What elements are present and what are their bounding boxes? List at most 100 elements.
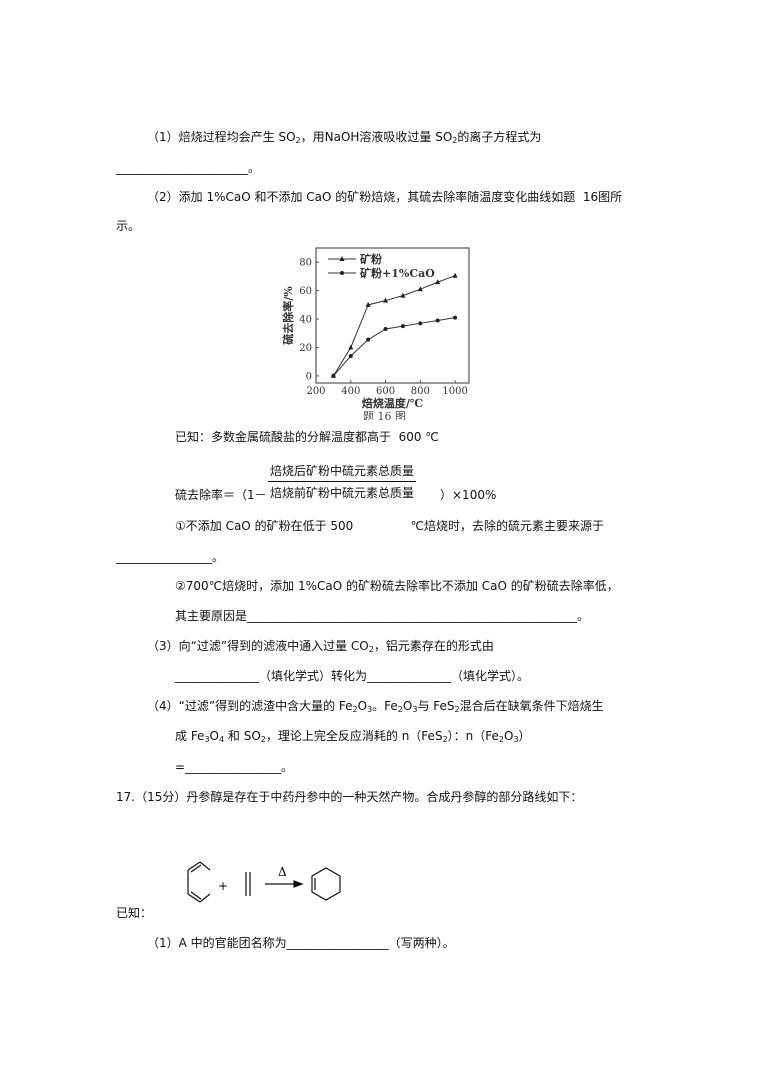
series-line-1: [333, 317, 456, 377]
series-line-0: [332, 275, 456, 377]
sub-question-1-blank[interactable]: ________________。: [116, 550, 224, 564]
subscript: 3: [513, 735, 519, 744]
y-tick-label: 80: [299, 258, 312, 269]
text-segment: （1）A 中的官能团名称为_________________（写两种）。: [147, 936, 455, 950]
text-segment: ②700℃焙烧时，添加 1%CaO 的矿粉硫去除率比不添加 CaO 的矿粉硫去除…: [175, 579, 619, 593]
formula-fraction: 焙烧后矿粉中硫元素总质量 焙烧前矿粉中硫元素总质量: [268, 462, 417, 501]
text-segment: ①不添加 CaO 的矿粉在低于 500 ℃焙烧时，去除的硫元素主要来源于: [175, 519, 604, 533]
y-tick-label: 20: [299, 343, 312, 354]
butadiene-structure: [187, 861, 211, 903]
text-segment: 与 FeS: [417, 699, 455, 713]
subscript: 3: [367, 705, 373, 714]
cyclohexene-structure: [311, 867, 341, 901]
text-segment: O: [504, 729, 514, 743]
text-segment: 已知：: [116, 906, 153, 920]
y-tick-label: 0: [306, 371, 312, 382]
question-4-blank[interactable]: =________________。: [175, 760, 293, 774]
text-segment: ，理论上完全反应消耗的 n（FeS: [265, 729, 443, 743]
text-segment: （4）“过滤”得到的滤渣中含大量的 Fe: [147, 699, 353, 713]
text-segment: 其主要原因是__________________________________…: [175, 609, 590, 623]
heat-symbol: Δ: [278, 865, 287, 879]
subscript: 3: [204, 735, 210, 744]
text-segment: 。Fe: [372, 699, 398, 713]
text-segment: 和 SO: [224, 729, 261, 743]
subscript: 2: [295, 136, 301, 145]
text-segment: ）: [518, 729, 531, 743]
text-segment: 的离子方程式为: [457, 130, 542, 144]
question-2: （2）添加 1%CaO 和不添加 CaO 的矿粉焙烧，其硫去除率随温度变化曲线如…: [147, 190, 622, 204]
subscript: 2: [454, 705, 460, 714]
sub-question-1: ①不添加 CaO 的矿粉在低于 500 ℃焙烧时，去除的硫元素主要来源于: [175, 519, 604, 533]
question-2-continued: 示。: [116, 219, 140, 233]
text-segment: （1）焙烧过程均会产生 SO: [147, 130, 296, 144]
text-segment: （2）添加 1%CaO 和不添加 CaO 的矿粉焙烧，其硫去除率随温度变化曲线如…: [147, 190, 623, 204]
y-axis-label: 硫去除率/%: [281, 286, 295, 345]
text-segment: 已知：多数金属硫酸盐的分解温度都高于 600 ℃: [175, 430, 439, 444]
question-17-known: 已知：: [116, 906, 152, 920]
text-segment: ______________（填化学式）转化为______________（填化…: [175, 669, 530, 683]
question-4: （4）“过滤”得到的滤渣中含大量的 Fe2O3。Fe2O3与 FeS2混合后在缺…: [147, 699, 604, 714]
question-3-blanks[interactable]: ______________（填化学式）转化为______________（填化…: [175, 669, 529, 683]
x-tick-label: 1000: [442, 386, 467, 397]
subscript: 2: [368, 645, 374, 654]
x-tick-label: 200: [306, 386, 325, 397]
text-segment: =________________。: [175, 760, 294, 774]
text-segment: 硫去除率＝（1－: [175, 488, 267, 502]
x-tick-label: 800: [411, 386, 430, 397]
data-point-circle: [348, 354, 353, 358]
text-segment: ，铝元素存在的形式由: [373, 639, 494, 653]
data-point-circle: [418, 321, 423, 326]
question-3: （3）向“过滤”得到的滤液中通入过量 CO2，铝元素存在的形式由: [147, 639, 494, 654]
text-segment: ______________________。: [116, 161, 261, 175]
subscript: 2: [442, 735, 448, 744]
figure-caption: 题 16 图: [363, 410, 406, 420]
sulfur-removal-chart: 200 400 600 800 1000 0 20 40 60 80 焙烧温度/℃ 硫去除率/% 题 1…: [281, 247, 470, 420]
formula-numerator: 焙烧后矿粉中硫元素总质量: [268, 462, 417, 482]
text-segment: O: [402, 699, 413, 713]
subscript: 2: [498, 735, 504, 744]
legend-marker: [339, 256, 345, 261]
data-point-circle: [453, 315, 458, 320]
text-segment: O: [357, 699, 368, 713]
ethylene-structure: [245, 872, 251, 896]
data-point-triangle: [435, 279, 441, 285]
formula-denominator: 焙烧前矿粉中硫元素总质量: [270, 486, 415, 500]
text-segment: O: [209, 729, 219, 743]
data-point-circle: [435, 318, 440, 323]
subscript: 3: [412, 705, 418, 714]
text-segment: ）：n（Fe: [447, 729, 499, 743]
legend-label: 矿粉: [360, 252, 382, 266]
question-1-answer-blank[interactable]: ______________________。: [116, 161, 260, 175]
subscript: 2: [397, 705, 403, 714]
legend-marker: [340, 271, 344, 275]
subscript: 2: [260, 735, 266, 744]
text-segment: 成 Fe: [175, 729, 205, 743]
plus-sign: +: [218, 879, 228, 893]
subscript: 4: [219, 735, 225, 744]
data-point-circle: [331, 373, 336, 378]
legend-label: 矿粉+1%CaO: [360, 266, 435, 280]
text-segment: ________________。: [116, 550, 225, 564]
text-segment: ，用NaOH溶液吸收过量 SO: [300, 130, 453, 144]
data-point-circle: [383, 327, 388, 331]
subscript: 2: [452, 136, 458, 145]
data-point-triangle: [348, 344, 354, 350]
x-axis-label: 焙烧温度/℃: [362, 396, 423, 410]
x-tick-label: 600: [376, 386, 395, 397]
x-tick-label: 400: [341, 386, 360, 397]
diels-alder-reaction: + Δ: [187, 861, 341, 903]
known-condition: 已知：多数金属硫酸盐的分解温度都高于 600 ℃: [175, 430, 439, 444]
data-point-triangle: [417, 286, 423, 292]
sub-question-2-blank[interactable]: 其主要原因是__________________________________…: [175, 609, 589, 623]
text-segment: （3）向“过滤”得到的滤液中通入过量 CO: [147, 639, 369, 653]
question-4-continued: 成 Fe3O4 和 SO2，理论上完全反应消耗的 n（FeS2）：n（Fe2O3…: [175, 729, 531, 744]
text-segment: 示。: [116, 219, 141, 233]
text-segment: ）×100%: [440, 488, 497, 502]
question-17: 17.（15分）丹参醇是存在于中药丹参中的一种天然产物。合成丹参醇的部分路线如下…: [116, 790, 582, 804]
data-point-triangle: [452, 272, 458, 278]
data-point-circle: [400, 324, 405, 329]
formula-lhs: 硫去除率＝（1－: [175, 488, 267, 502]
y-tick-label: 60: [299, 286, 312, 297]
y-tick-label: 40: [299, 315, 312, 326]
